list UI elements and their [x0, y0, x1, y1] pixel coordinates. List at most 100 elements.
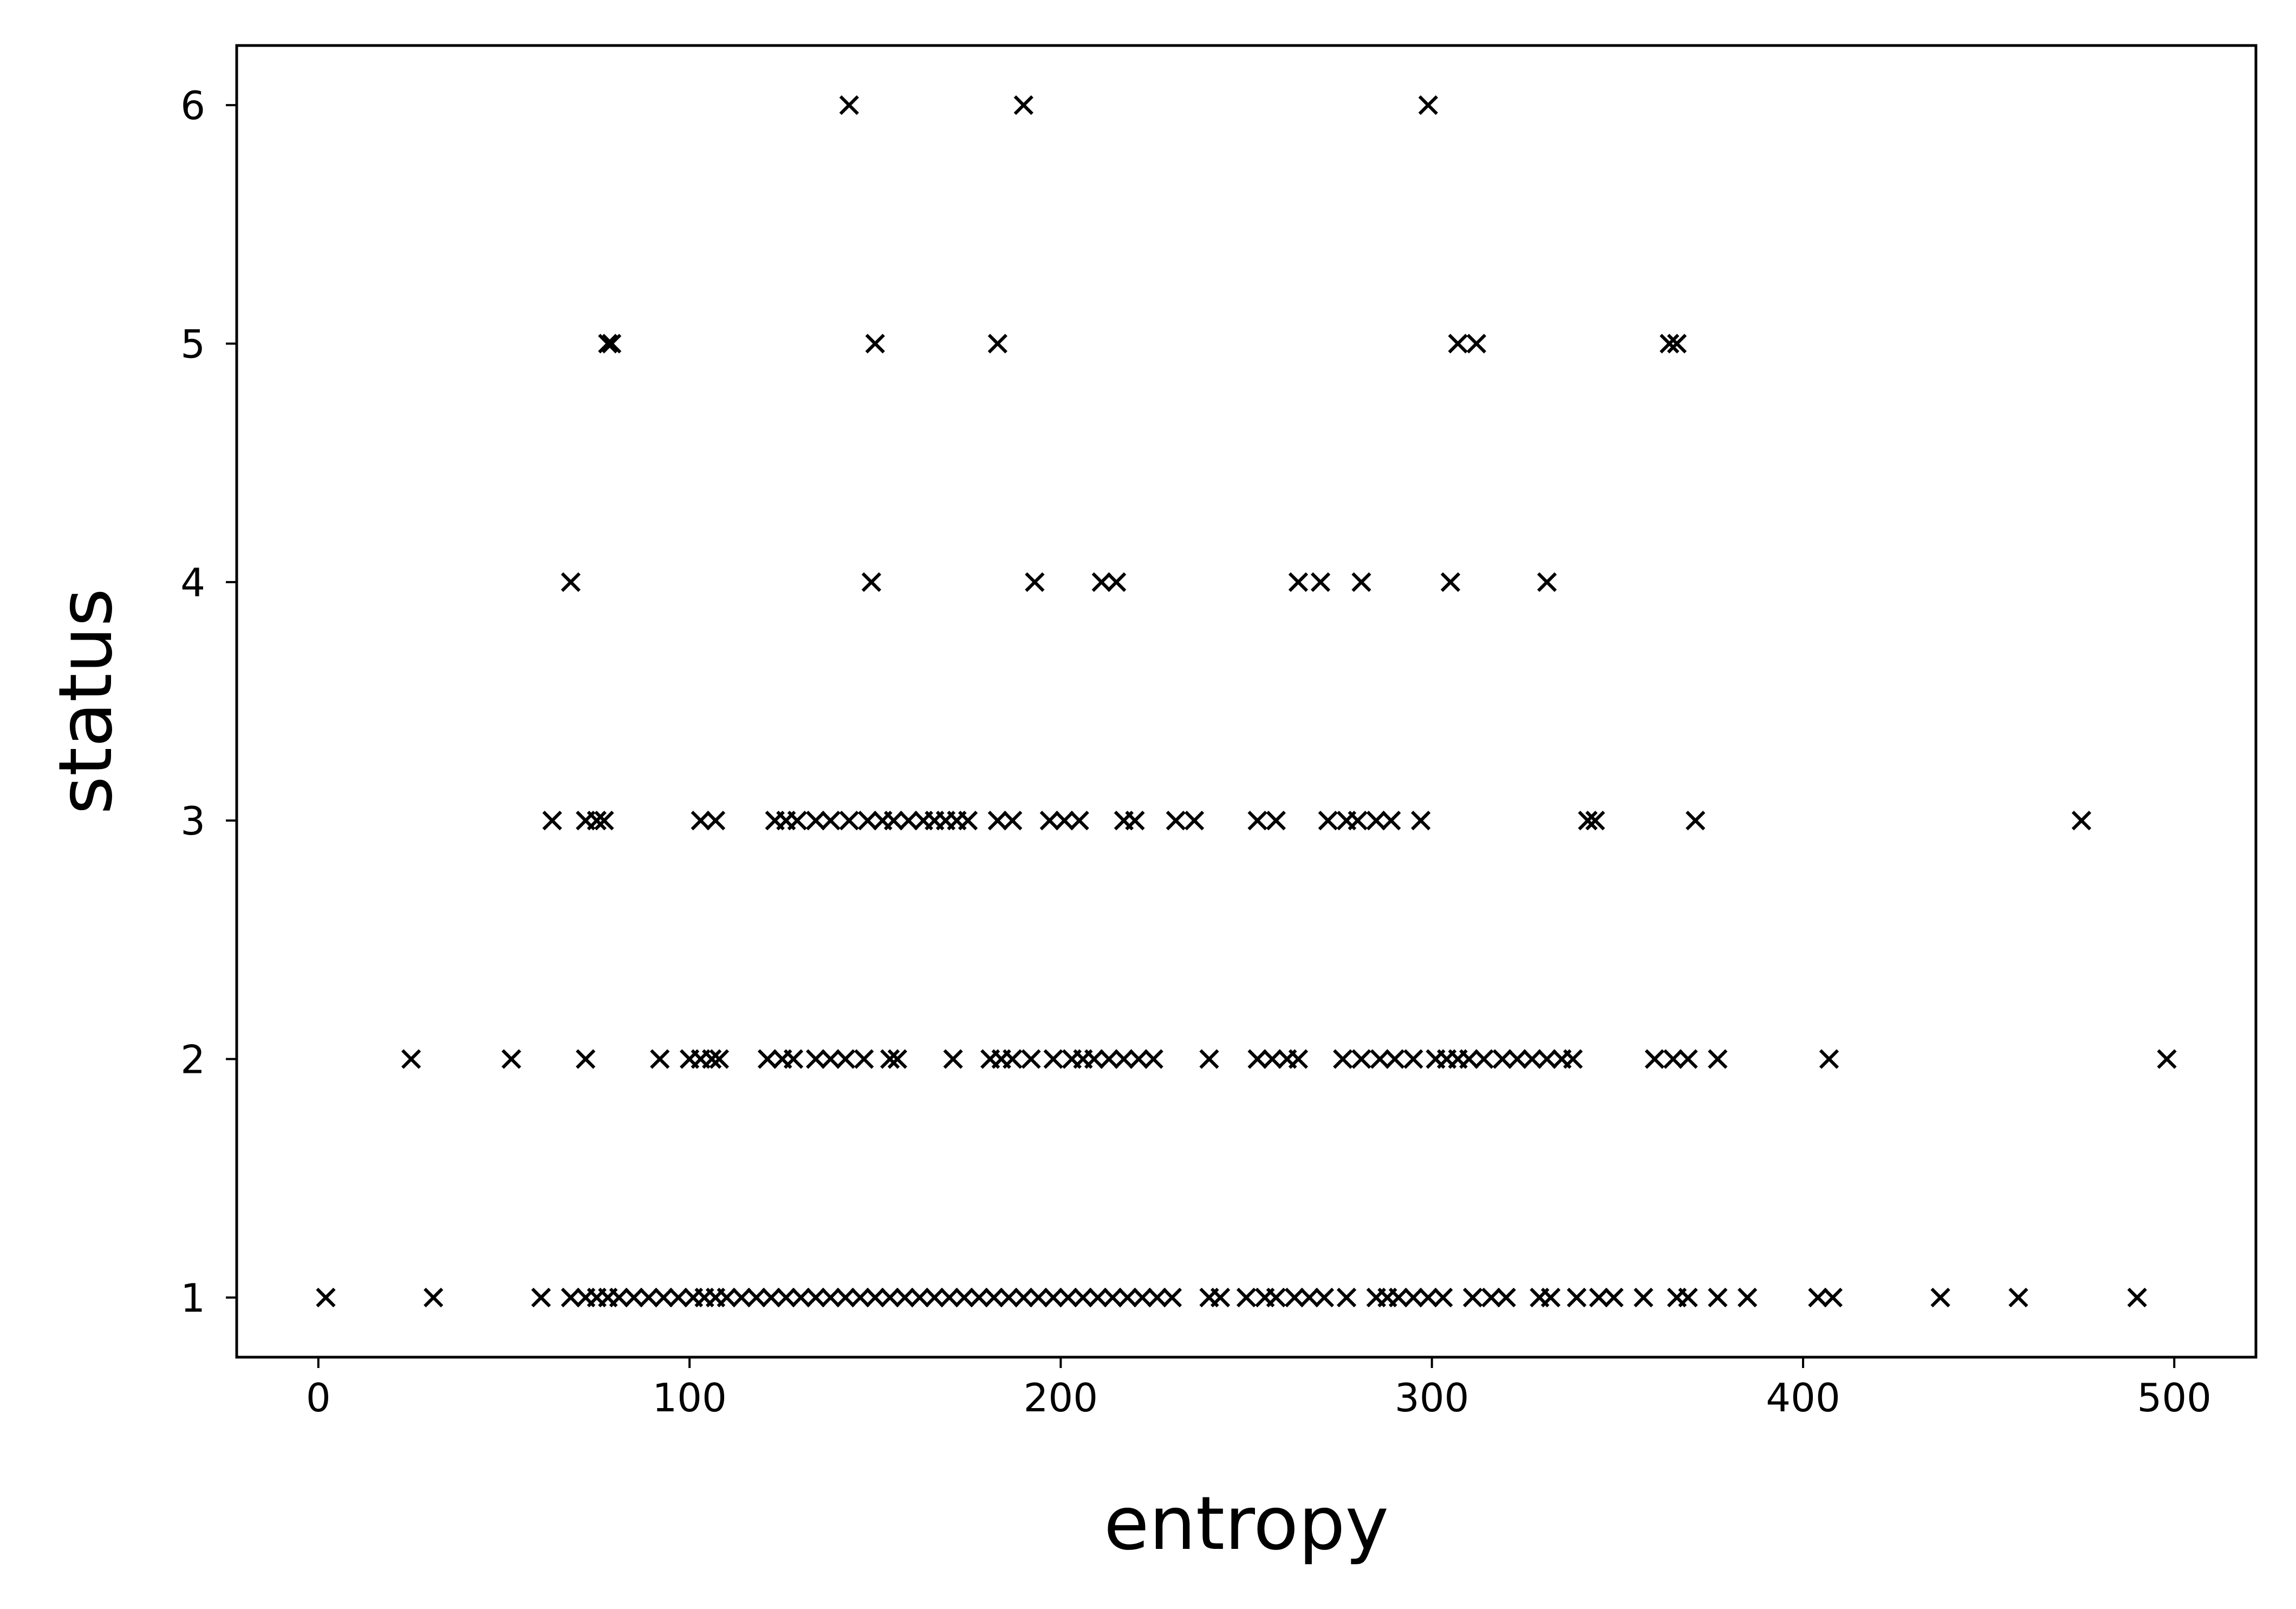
scatter-point: [865, 1287, 885, 1308]
scatter-point: [805, 1049, 826, 1069]
data-points: [316, 95, 2177, 1308]
y-tick-label: 2: [180, 1037, 205, 1083]
scatter-point: [1288, 1049, 1309, 1069]
scatter-point: [1021, 1049, 1041, 1069]
y-tick-label: 5: [180, 321, 205, 367]
scatter-point: [783, 1049, 804, 1069]
y-tick-label: 6: [180, 83, 205, 128]
scatter-point: [757, 1049, 778, 1069]
scatter-point: [1314, 1287, 1335, 1308]
scatter-point: [1667, 334, 1687, 354]
scatter-point: [1578, 811, 1598, 831]
scatter-point: [1384, 1049, 1405, 1069]
scatter-point: [650, 1049, 670, 1069]
scatter-point: [1403, 1049, 1423, 1069]
scatter-point: [624, 1287, 644, 1308]
scatter-point: [1540, 1287, 1561, 1308]
scatter-point: [805, 811, 826, 831]
scatter-point: [424, 1287, 444, 1308]
scatter-point: [1084, 1049, 1104, 1069]
scatter-point: [1819, 1049, 1839, 1069]
scatter-point: [587, 811, 607, 831]
scatter-point: [883, 811, 904, 831]
scatter-point: [1210, 1287, 1231, 1308]
scatter-point: [958, 811, 978, 831]
scatter-point: [1566, 1287, 1587, 1308]
scatter-point: [1370, 1049, 1390, 1069]
scatter-point: [1366, 811, 1386, 831]
scatter-point: [705, 811, 726, 831]
scatter-point: [1318, 811, 1338, 831]
scatter-point: [1678, 1287, 1698, 1308]
scatter-point: [594, 811, 614, 831]
scatter-point: [1043, 1287, 1063, 1308]
scatter-point: [854, 1049, 874, 1069]
scatter-point: [776, 1287, 796, 1308]
scatter-point: [2071, 811, 2092, 831]
scatter-point: [598, 334, 618, 354]
scatter-point: [702, 1049, 722, 1069]
scatter-point: [542, 811, 562, 831]
scatter-point: [1073, 1287, 1093, 1308]
scatter-point: [1388, 1287, 1409, 1308]
scatter-point: [1808, 1287, 1828, 1308]
scatter-point: [839, 95, 859, 115]
axis-ticks: 0 100 200 300 400 500 1 2 3 4 5 6: [180, 83, 2212, 1421]
scatter-point: [1003, 811, 1023, 831]
y-tick-label: 1: [180, 1275, 205, 1321]
scatter-point: [1025, 572, 1045, 592]
scatter-point: [1003, 1049, 1023, 1069]
scatter-point: [865, 334, 885, 354]
scatter-point: [1236, 1287, 1257, 1308]
scatter-point: [925, 1287, 945, 1308]
scatter-point: [1466, 334, 1487, 354]
y-tick-label: 3: [180, 798, 205, 844]
scatter-point: [1440, 572, 1461, 592]
scatter-point: [1103, 1287, 1123, 1308]
scatter-point: [1055, 811, 1075, 831]
scatter-point: [1708, 1049, 1728, 1069]
scatter-point: [531, 1287, 551, 1308]
scatter-point: [1107, 572, 1127, 592]
scatter-point: [1043, 1049, 1063, 1069]
scatter-point: [668, 1287, 688, 1308]
scatter-point: [1088, 1287, 1108, 1308]
scatter-point: [576, 1049, 596, 1069]
scatter-point: [1266, 811, 1286, 831]
scatter-point: [316, 1287, 336, 1308]
scatter-point: [501, 1049, 522, 1069]
scatter-point: [1117, 1287, 1137, 1308]
scatter-point: [1247, 1049, 1267, 1069]
scatter-point: [1099, 1049, 1119, 1069]
scatter-point: [1162, 1287, 1182, 1308]
scatter-point: [987, 811, 1007, 831]
scatter-point: [691, 811, 711, 831]
scatter-point: [943, 1049, 963, 1069]
scatter-point: [987, 334, 1007, 354]
scatter-point: [1678, 1049, 1698, 1069]
scatter-point: [1410, 811, 1431, 831]
x-tick-label: 300: [1395, 1375, 1469, 1421]
scatter-point: [1147, 1287, 1167, 1308]
scatter-point: [1013, 95, 1033, 115]
scatter-point: [1481, 1287, 1501, 1308]
scatter-point: [1310, 572, 1331, 592]
scatter-point: [2008, 1287, 2028, 1308]
scatter-point: [1013, 1287, 1033, 1308]
scatter-point: [1288, 572, 1309, 592]
scatter-point: [1585, 811, 1605, 831]
scatter-point: [639, 1287, 659, 1308]
scatter-point: [1039, 811, 1059, 831]
scatter-point: [791, 1287, 811, 1308]
scatter-point: [1433, 1287, 1453, 1308]
scatter-point: [1492, 1049, 1512, 1069]
scatter-point: [839, 811, 859, 831]
scatter-point: [731, 1287, 752, 1308]
scatter-point: [709, 1049, 730, 1069]
scatter-point: [1537, 1049, 1557, 1069]
plot-frame: [235, 44, 2258, 1359]
scatter-point: [1199, 1049, 1219, 1069]
scatter-point: [1448, 334, 1468, 354]
scatter-point: [821, 1049, 841, 1069]
scatter-point: [2127, 1287, 2147, 1308]
